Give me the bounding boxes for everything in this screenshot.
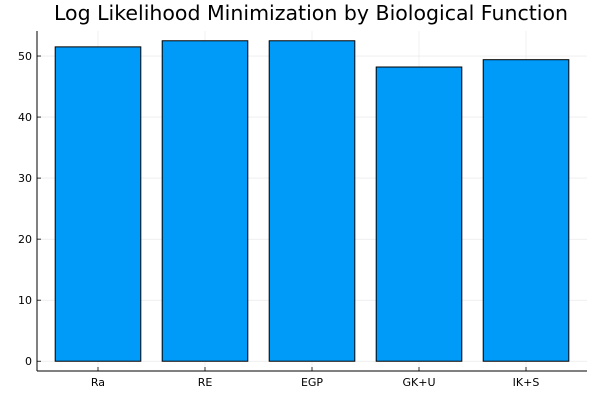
x-tick-labels: Ra RE EGP GK+U IK+S	[91, 367, 539, 389]
bar-ra	[54, 46, 142, 362]
x-tick-label: Ra	[91, 376, 105, 389]
bar-ik-s	[482, 59, 570, 362]
y-tick-label: 50	[18, 50, 32, 63]
bars	[54, 40, 570, 362]
x-tick-label: IK+S	[513, 376, 540, 389]
bar-gk-u	[375, 66, 463, 362]
y-tick-label: 40	[18, 111, 32, 124]
y-tick-labels: 0 10 20 30 40 50	[18, 50, 41, 368]
y-tick-label: 0	[25, 355, 32, 368]
y-tick-label: 10	[18, 294, 32, 307]
bar-egp	[268, 40, 356, 362]
bar-re	[161, 40, 249, 362]
x-tick-label: RE	[198, 376, 213, 389]
x-tick-label: EGP	[301, 376, 323, 389]
y-tick-label: 20	[18, 233, 32, 246]
chart-title: Log Likelihood Minimization by Biologica…	[54, 1, 568, 25]
y-tick-label: 30	[18, 172, 32, 185]
x-tick-label: GK+U	[402, 376, 435, 389]
